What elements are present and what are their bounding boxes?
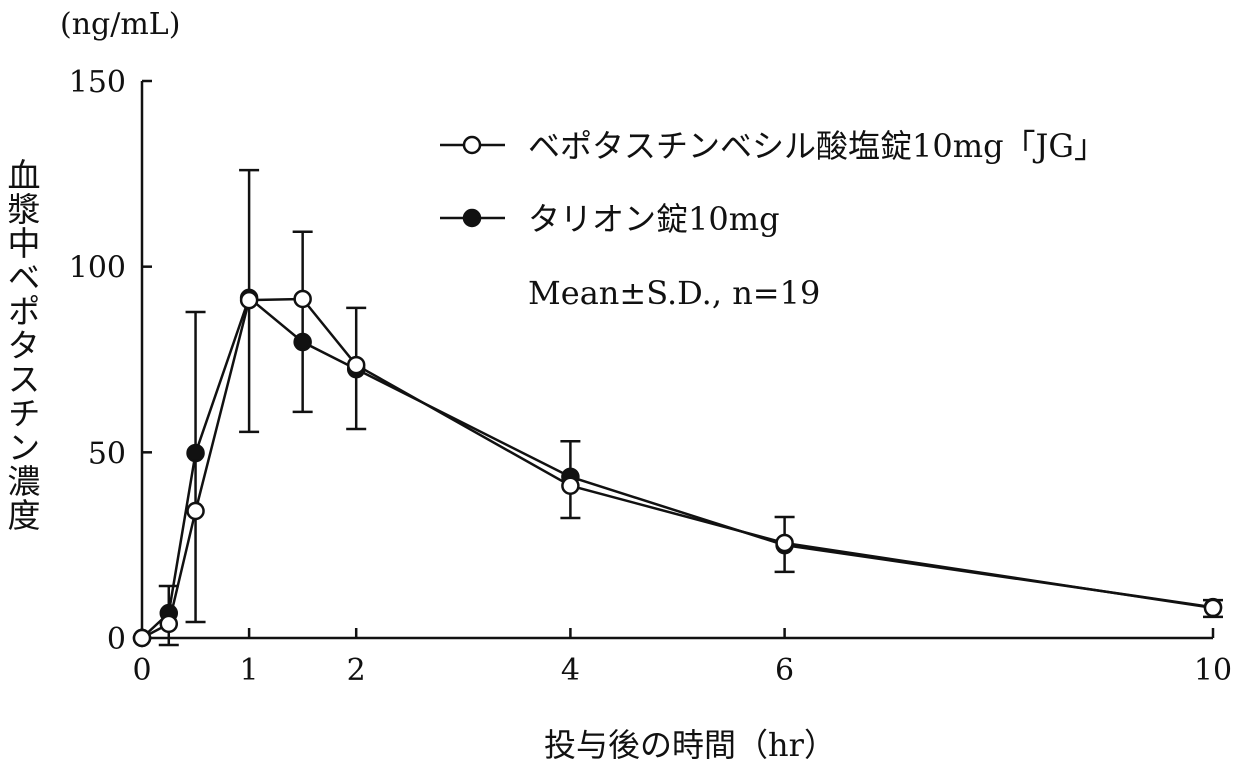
x-tick-label: 2 <box>347 653 366 688</box>
legend-label-jg: ベポタスチンベシル酸塩錠10mg「JG」 <box>528 127 1106 165</box>
x-tick-label: 6 <box>775 653 794 688</box>
data-point-open <box>346 355 366 375</box>
data-point-filled <box>293 332 312 352</box>
legend-marker-open-circle <box>462 135 482 155</box>
x-tick-label: 0 <box>132 653 151 688</box>
y-axis-label: 血漿中ベポタスチン濃度 <box>2 158 41 532</box>
data-point-open <box>239 290 259 310</box>
y-unit-label: (ng/mL) <box>60 7 180 42</box>
y-tick-label: 50 <box>88 436 126 471</box>
x-axis-label: 投与後の時間（hr） <box>544 726 836 764</box>
legend-label-tarion: タリオン錠10mg <box>528 200 780 238</box>
y-tick-label: 100 <box>69 251 126 286</box>
data-point-filled <box>186 443 205 463</box>
y-tick-label: 0 <box>107 622 126 657</box>
x-tick-label: 1 <box>240 653 259 688</box>
data-point-open <box>159 614 179 634</box>
data-point-open <box>132 628 152 648</box>
y-tick-label: 150 <box>69 65 126 100</box>
legend: ベポタスチンベシル酸塩錠10mg「JG」 タリオン錠10mg <box>440 127 1106 238</box>
legend-marker-filled-circle <box>462 208 482 228</box>
data-point-open <box>775 533 794 553</box>
data-point-open <box>186 501 205 521</box>
annotation-text: Mean±S.D., n=19 <box>528 274 820 312</box>
x-tick-label: 10 <box>1194 653 1232 688</box>
data-point-open <box>561 476 580 496</box>
data-point-open <box>293 289 312 309</box>
data-point-open <box>1203 598 1223 618</box>
x-tick-label: 4 <box>561 653 580 688</box>
